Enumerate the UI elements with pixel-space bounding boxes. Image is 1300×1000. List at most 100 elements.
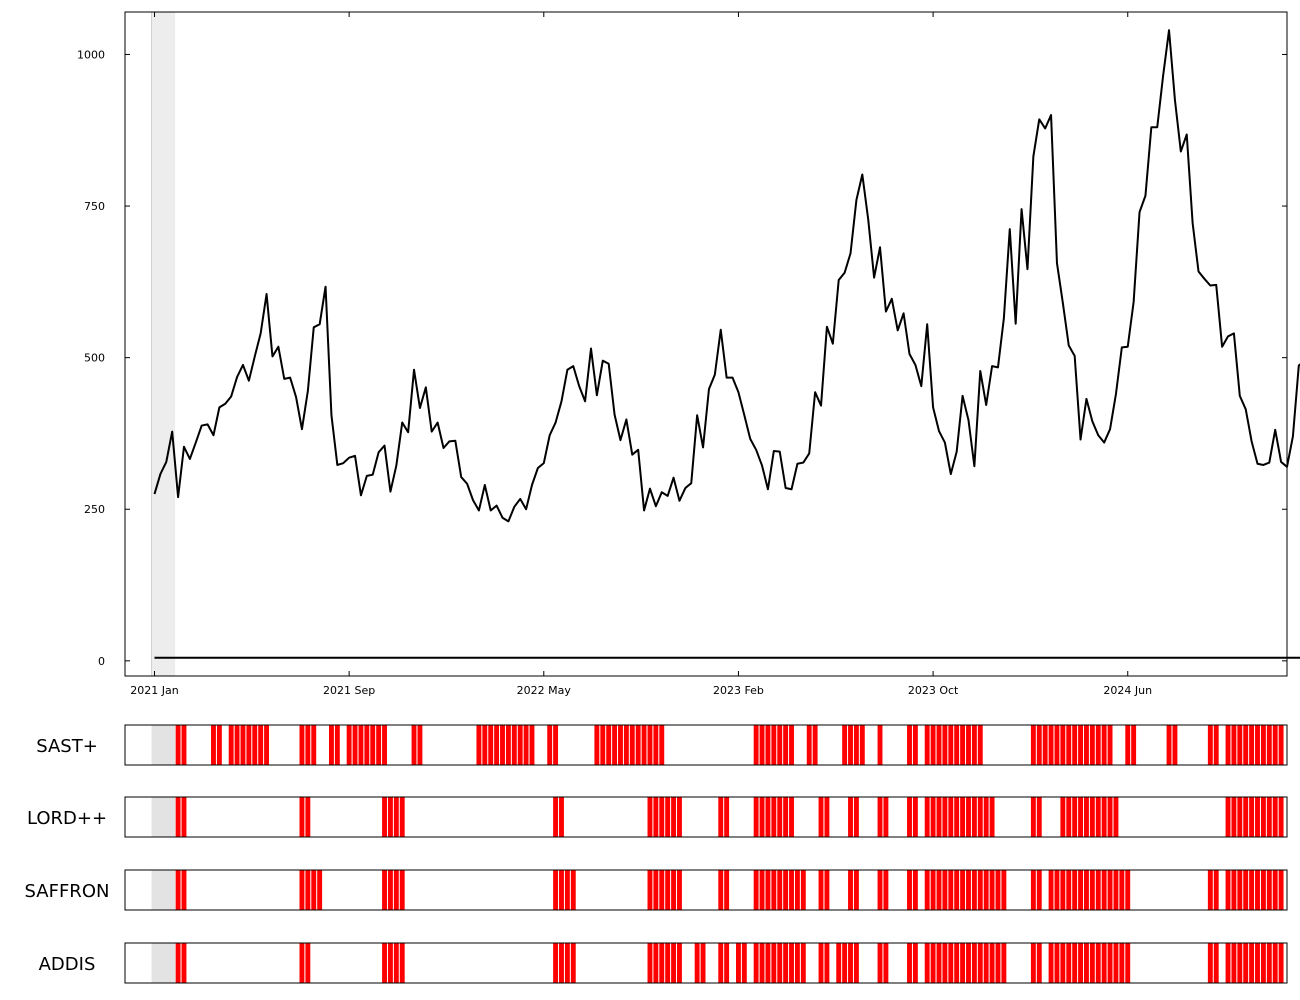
alarm-mark bbox=[240, 725, 246, 765]
alarm-mark bbox=[1113, 943, 1119, 983]
alarm-mark bbox=[305, 870, 311, 910]
y-tick-label: 0 bbox=[98, 655, 105, 668]
alarm-mark bbox=[1066, 797, 1072, 837]
alarm-mark bbox=[1231, 943, 1237, 983]
alarm-initial-window bbox=[151, 797, 176, 837]
series-line-observed bbox=[153, 29, 1300, 523]
alarm-mark bbox=[553, 943, 559, 983]
alarm-mark bbox=[1089, 725, 1095, 765]
alarm-mark bbox=[234, 725, 240, 765]
alarm-mark bbox=[954, 943, 960, 983]
alarm-mark bbox=[382, 725, 387, 765]
alarm-mark bbox=[665, 870, 671, 910]
alarm-mark bbox=[783, 725, 789, 765]
alarm-mark bbox=[1030, 797, 1036, 837]
alarm-mark bbox=[1260, 870, 1266, 910]
alarm-mark bbox=[399, 797, 405, 837]
x-tick-label: 2023 Oct bbox=[908, 684, 959, 697]
alarm-mark bbox=[1060, 943, 1066, 983]
alarm-panel-saffron: SAFFRON bbox=[25, 869, 1288, 911]
x-axis: 2021 Jan 2021 Sep 2022 May 2023 Feb 2023 Oct… bbox=[130, 12, 1152, 697]
alarm-mark bbox=[966, 870, 971, 910]
alarm-mark bbox=[370, 725, 376, 765]
alarm-mark bbox=[960, 725, 966, 765]
alarm-mark bbox=[1272, 943, 1278, 983]
alarm-mark bbox=[1266, 797, 1272, 837]
alarm-mark bbox=[753, 725, 759, 765]
alarm-mark bbox=[311, 870, 317, 910]
alarm-mark bbox=[659, 725, 665, 765]
alarm-panel-addis: ADDIS bbox=[39, 942, 1288, 984]
alarm-mark bbox=[1066, 725, 1072, 765]
alarm-mark bbox=[777, 943, 783, 983]
alarm-mark bbox=[924, 725, 930, 765]
alarm-row-label: SAST+ bbox=[36, 736, 98, 757]
alarm-mark bbox=[1030, 725, 1036, 765]
alarm-mark bbox=[1125, 943, 1131, 983]
alarm-mark bbox=[1207, 725, 1213, 765]
alarm-mark bbox=[228, 725, 234, 765]
alarm-mark bbox=[765, 870, 771, 910]
alarm-mark bbox=[836, 943, 842, 983]
alarm-mark bbox=[417, 725, 423, 765]
alarm-mark bbox=[305, 797, 311, 837]
alarm-mark bbox=[252, 725, 258, 765]
alarm-mark bbox=[559, 943, 564, 983]
alarm-mark bbox=[1125, 725, 1131, 765]
alarm-mark bbox=[1095, 725, 1101, 765]
alarm-mark bbox=[1255, 943, 1260, 983]
alarm-mark bbox=[1255, 725, 1260, 765]
alarm-mark bbox=[1101, 870, 1107, 910]
alarm-mark bbox=[1225, 943, 1231, 983]
alarm-mark bbox=[1243, 943, 1249, 983]
alarm-mark bbox=[665, 943, 671, 983]
alarm-mark bbox=[977, 725, 983, 765]
x-tick-label: 2024 Jun bbox=[1103, 684, 1152, 697]
alarm-mark bbox=[1036, 943, 1042, 983]
alarm-mark bbox=[635, 725, 641, 765]
alarm-mark bbox=[930, 725, 936, 765]
alarm-mark bbox=[1225, 725, 1231, 765]
alarm-mark bbox=[794, 870, 800, 910]
alarm-mark bbox=[1243, 725, 1249, 765]
alarm-mark bbox=[1255, 870, 1260, 910]
y-tick-label: 500 bbox=[84, 352, 105, 365]
y-tick-label: 750 bbox=[84, 200, 105, 213]
alarm-mark bbox=[671, 797, 677, 837]
alarm-mark bbox=[1237, 870, 1243, 910]
alarm-mark bbox=[853, 797, 859, 837]
alarm-mark bbox=[789, 725, 794, 765]
alarm-mark bbox=[393, 797, 399, 837]
alarm-mark bbox=[818, 797, 824, 837]
alarm-mark bbox=[848, 943, 853, 983]
alarm-mark bbox=[954, 870, 960, 910]
alarm-mark bbox=[936, 725, 942, 765]
alarm-mark bbox=[346, 725, 352, 765]
alarm-mark bbox=[942, 870, 948, 910]
alarm-panel-background bbox=[125, 797, 1287, 837]
alarm-mark bbox=[1089, 943, 1095, 983]
alarm-mark bbox=[175, 797, 181, 837]
alarm-mark bbox=[523, 725, 529, 765]
alarm-mark bbox=[759, 797, 765, 837]
alarm-mark bbox=[1101, 725, 1107, 765]
alarm-mark bbox=[942, 797, 948, 837]
alarm-mark bbox=[299, 943, 305, 983]
alarm-mark bbox=[812, 725, 818, 765]
alarm-mark bbox=[771, 943, 777, 983]
alarm-mark bbox=[1072, 870, 1078, 910]
alarm-mark bbox=[623, 725, 629, 765]
x-tick-label: 2021 Jan bbox=[130, 684, 178, 697]
alarm-mark bbox=[771, 870, 777, 910]
alarm-mark bbox=[352, 725, 358, 765]
alarm-mark bbox=[789, 870, 794, 910]
alarm-mark bbox=[1036, 797, 1042, 837]
alarm-mark bbox=[517, 725, 523, 765]
alarm-mark bbox=[1101, 797, 1107, 837]
alarm-mark bbox=[966, 725, 971, 765]
alarm-mark bbox=[411, 725, 417, 765]
alarm-mark bbox=[1231, 797, 1237, 837]
alarm-mark bbox=[912, 870, 918, 910]
